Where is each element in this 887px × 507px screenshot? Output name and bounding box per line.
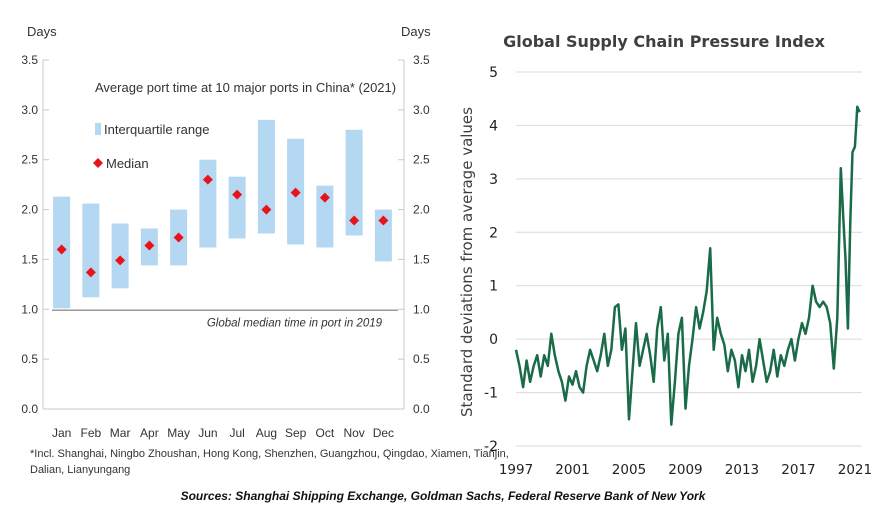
iqr-bar-oct xyxy=(316,185,334,248)
right-chart-title: Global Supply Chain Pressure Index xyxy=(503,32,825,51)
y-tick-label: 0 xyxy=(489,332,498,348)
left-y-tick-label: 0.5 xyxy=(21,352,38,366)
x-tick-label: 2017 xyxy=(781,462,815,478)
x-tick-label: 2013 xyxy=(725,462,759,478)
right-gridlines xyxy=(516,71,862,447)
right-chart-y-label: Standard deviations from average values xyxy=(458,107,476,417)
y-tick-label: 2 xyxy=(489,225,498,241)
left-y-tick-label: 3.5 xyxy=(21,53,38,67)
left-y-ticks: 0.0 0.5 1.0 1.5 2.0 2.5 3.0 3.5 xyxy=(21,53,38,416)
x-tick-label: 2021 xyxy=(838,462,872,478)
median-marker-oct xyxy=(319,192,330,203)
median-marker-aug xyxy=(261,204,272,215)
legend-iqr-label: Interquartile range xyxy=(104,122,210,137)
reference-line-label: Global median time in port in 2019 xyxy=(207,317,383,329)
right-y-tick-label: 2.5 xyxy=(413,153,430,167)
month-label-nov: Nov xyxy=(343,426,364,440)
median-markers xyxy=(56,174,389,278)
left-y-tick-label: 1.5 xyxy=(21,252,38,266)
month-label-jan: Jan xyxy=(52,426,71,440)
median-marker-sep xyxy=(290,187,301,198)
right-y-tick-label: 0.0 xyxy=(413,402,430,416)
y-tick-label: 4 xyxy=(489,118,498,134)
month-label-oct: Oct xyxy=(316,426,335,440)
month-label-sep: Sep xyxy=(285,426,307,440)
port-time-chart: Days Days 0.00.51.01.52.02.53.03.5 0.00.… xyxy=(21,24,509,476)
median-marker-feb xyxy=(85,267,96,278)
legend-iqr-swatch xyxy=(95,123,101,135)
legend-median-label: Median xyxy=(106,156,149,171)
month-label-aug: Aug xyxy=(256,426,277,440)
month-tick-labels: Jan Feb Mar Apr May Jun Jul Aug Sep Oct Nov Dec xyxy=(52,426,394,440)
footnote-line-2: Dalian, Lianyungang xyxy=(30,464,130,476)
right-y-tick-label: 1.5 xyxy=(413,252,430,266)
right-chart-y-ticks: -2 -1 0 1 2 3 4 5 xyxy=(484,65,498,455)
footnote-line-1: *Incl. Shanghai, Ningbo Zhoushan, Hong K… xyxy=(30,448,509,460)
month-label-may: May xyxy=(167,426,190,440)
right-y-tick-label: 3.0 xyxy=(413,103,430,117)
left-y-axis-unit: Days xyxy=(27,24,57,39)
median-marker-jun xyxy=(202,174,213,185)
x-tick-label: 1997 xyxy=(499,462,533,478)
left-y-tick-label: 1.0 xyxy=(21,302,38,316)
x-tick-label: 2009 xyxy=(668,462,702,478)
median-marker-apr xyxy=(144,240,155,251)
iqr-bar-nov xyxy=(345,129,363,236)
y-tick-label: 1 xyxy=(489,279,498,295)
iqr-bar-feb xyxy=(82,203,100,298)
x-tick-label: 2005 xyxy=(612,462,646,478)
left-gridlines xyxy=(43,59,404,410)
interquartile-bars xyxy=(53,119,392,309)
month-label-jul: Jul xyxy=(229,426,244,440)
right-y-tick-label: 0.5 xyxy=(413,352,430,366)
iqr-bar-jun xyxy=(199,159,217,248)
y-tick-label: -2 xyxy=(484,439,498,455)
month-label-apr: Apr xyxy=(140,426,159,440)
right-y-ticks: 0.0 0.5 1.0 1.5 2.0 2.5 3.0 3.5 xyxy=(413,53,430,416)
left-y-tick-label: 0.0 xyxy=(21,402,38,416)
right-y-tick-label: 1.0 xyxy=(413,302,430,316)
month-label-feb: Feb xyxy=(81,426,102,440)
left-y-tick-label: 2.0 xyxy=(21,203,38,217)
median-marker-jan xyxy=(56,244,67,255)
left-chart-title: Average port time at 10 major ports in C… xyxy=(95,80,396,95)
right-chart-x-ticks: 1997 2001 2005 2009 2013 2017 2021 xyxy=(499,462,872,478)
right-y-tick-label: 3.5 xyxy=(413,53,430,67)
median-marker-may xyxy=(173,232,184,243)
left-y-tick-label: 3.0 xyxy=(21,103,38,117)
month-label-jun: Jun xyxy=(198,426,217,440)
iqr-bar-jul xyxy=(228,176,246,239)
iqr-bar-aug xyxy=(257,119,275,234)
legend-median-marker xyxy=(93,158,103,168)
source-note: Sources: Shanghai Shipping Exchange, Gol… xyxy=(181,489,707,503)
x-tick-label: 2001 xyxy=(555,462,589,478)
gscpi-chart: Global Supply Chain Pressure Index -2 -1 0… xyxy=(458,32,872,478)
month-label-mar: Mar xyxy=(110,426,131,440)
right-y-tick-label: 2.0 xyxy=(413,203,430,217)
median-marker-dec xyxy=(378,215,389,226)
left-y-tick-label: 2.5 xyxy=(21,153,38,167)
month-label-dec: Dec xyxy=(373,426,394,440)
right-y-axis-unit: Days xyxy=(401,24,431,39)
y-tick-label: -1 xyxy=(484,386,498,402)
median-marker-jul xyxy=(232,189,243,200)
y-tick-label: 3 xyxy=(489,172,498,188)
median-marker-mar xyxy=(115,255,126,266)
y-tick-label: 5 xyxy=(489,65,498,81)
median-marker-nov xyxy=(349,215,360,226)
gscpi-line xyxy=(514,105,861,426)
iqr-bar-dec xyxy=(374,209,392,262)
